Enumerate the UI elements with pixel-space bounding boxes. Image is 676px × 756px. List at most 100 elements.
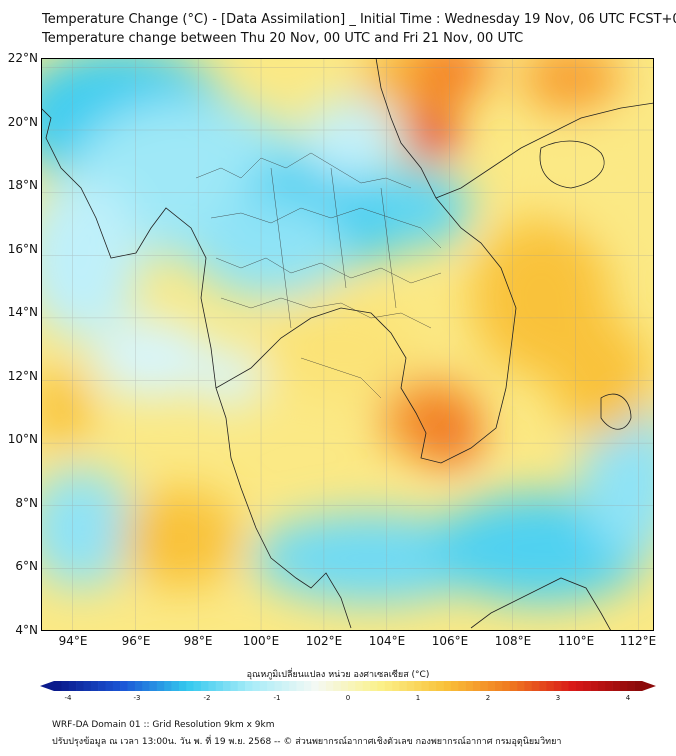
colorbar-min-extend xyxy=(40,681,54,691)
colorbar-cell xyxy=(120,681,128,691)
footer-model-info: WRF-DA Domain 01 :: Grid Resolution 9km … xyxy=(52,720,275,730)
colorbar-cell xyxy=(414,681,422,691)
colorbar-cell xyxy=(289,681,297,691)
lat-label-16n: 16°N xyxy=(7,242,38,256)
lon-label-102e: 102°E xyxy=(305,634,343,648)
colorbar-cell xyxy=(392,681,400,691)
colorbar-cell xyxy=(142,681,150,691)
colorbar-tick: -4 xyxy=(64,694,72,702)
map-subtitle: Temperature change between Thu 20 Nov, 0… xyxy=(42,31,524,46)
colorbar-cell xyxy=(370,681,378,691)
lon-label-104e: 104°E xyxy=(368,634,406,648)
colorbar-cell xyxy=(443,681,452,691)
lon-label-96e: 96°E xyxy=(121,634,151,648)
colorbar-cell xyxy=(252,681,261,691)
colorbar-cell xyxy=(348,681,356,691)
colorbar-cell xyxy=(428,681,437,691)
coastlines xyxy=(41,58,654,631)
colorbar-cell xyxy=(568,681,577,691)
colorbar-cell xyxy=(377,681,386,691)
colorbar-label: อุณหภูมิเปลี่ยนแปลง หน่วย องศาเซลเซียส (… xyxy=(246,670,430,680)
colorbar-cell xyxy=(406,681,415,691)
colorbar-tick: -3 xyxy=(133,694,141,702)
colorbar-max-extend xyxy=(642,681,656,691)
lon-label-108e: 108°E xyxy=(494,634,532,648)
colorbar-cell xyxy=(575,681,584,691)
colorbar-cell xyxy=(539,681,547,691)
colorbar-cell xyxy=(517,681,525,691)
colorbar-cell xyxy=(480,681,488,691)
lat-label-4n: 4°N xyxy=(15,623,38,637)
colorbar-tick: 4 xyxy=(625,694,631,702)
colorbar-cell xyxy=(112,681,121,691)
colorbar-cell xyxy=(384,681,393,691)
lat-label-20n: 20°N xyxy=(7,115,38,129)
colorbar-cell xyxy=(583,681,591,691)
colorbar-cell xyxy=(362,681,371,691)
colorbar-cell xyxy=(325,681,334,691)
colorbar-cell xyxy=(472,681,481,691)
colorbar-cell xyxy=(201,681,209,691)
colorbar-cell xyxy=(553,681,562,691)
colorbar-cell xyxy=(237,681,246,691)
colorbar-cell xyxy=(355,681,363,691)
colorbar-cell xyxy=(303,681,312,691)
colorbar-cell xyxy=(509,681,518,691)
colorbar-cell xyxy=(267,681,275,691)
lat-label-22n: 22°N xyxy=(7,51,38,65)
colorbar-cell xyxy=(612,681,621,691)
lat-label-6n: 6°N xyxy=(15,559,38,573)
colorbar-cell xyxy=(495,681,503,691)
colorbar-cell xyxy=(311,681,319,691)
colorbar-cell xyxy=(90,681,99,691)
colorbar-cell xyxy=(98,681,106,691)
colorbar-cell xyxy=(524,681,533,691)
colorbar-cell xyxy=(61,681,69,691)
lat-label-10n: 10°N xyxy=(7,432,38,446)
colorbar-cell xyxy=(149,681,158,691)
colorbar xyxy=(40,681,656,691)
colorbar-cell xyxy=(105,681,114,691)
lat-label-14n: 14°N xyxy=(7,305,38,319)
colorbar-cell xyxy=(597,681,606,691)
colorbar-cell xyxy=(421,681,430,691)
colorbar-cell xyxy=(436,681,444,691)
lat-label-12n: 12°N xyxy=(7,369,38,383)
lon-label-106e: 106°E xyxy=(431,634,469,648)
colorbar-cell xyxy=(502,681,510,691)
colorbar-cell xyxy=(274,681,283,691)
map-title: Temperature Change (°C) - [Data Assimila… xyxy=(42,12,676,27)
colorbar-cell xyxy=(245,681,253,691)
colorbar-cell xyxy=(627,681,635,691)
lon-label-98e: 98°E xyxy=(183,634,213,648)
colorbar-cell xyxy=(561,681,569,691)
colorbar-cell xyxy=(230,681,239,691)
lon-label-110e: 110°E xyxy=(557,634,595,648)
lon-label-100e: 100°E xyxy=(242,634,280,648)
colorbar-cell xyxy=(171,681,180,691)
lon-label-94e: 94°E xyxy=(58,634,88,648)
colorbar-tick: 1 xyxy=(415,694,421,702)
colorbar-tick: -2 xyxy=(203,694,211,702)
colorbar-cell xyxy=(281,681,290,691)
colorbar-cell xyxy=(178,681,187,691)
colorbar-cell xyxy=(223,681,231,691)
colorbar-cell xyxy=(259,681,268,691)
colorbar-cell xyxy=(487,681,496,691)
colorbar-tick: 0 xyxy=(345,694,351,702)
colorbar-cell xyxy=(68,681,77,691)
colorbar-cell xyxy=(333,681,341,691)
colorbar-cell xyxy=(215,681,224,691)
colorbar-cell xyxy=(186,681,194,691)
colorbar-cell xyxy=(340,681,349,691)
lon-label-112e: 112°E xyxy=(619,634,657,648)
colorbar-cell xyxy=(208,681,216,691)
lat-label-18n: 18°N xyxy=(7,178,38,192)
colorbar-cell xyxy=(193,681,202,691)
colorbar-cell xyxy=(164,681,172,691)
colorbar-tick: 2 xyxy=(485,694,491,702)
lat-label-8n: 8°N xyxy=(15,496,38,510)
footer-update-info: ปรับปรุงข้อมูล ณ เวลา 13:00น. วัน พ. ที่… xyxy=(52,737,562,747)
colorbar-cell xyxy=(450,681,459,691)
colorbar-cell xyxy=(399,681,408,691)
